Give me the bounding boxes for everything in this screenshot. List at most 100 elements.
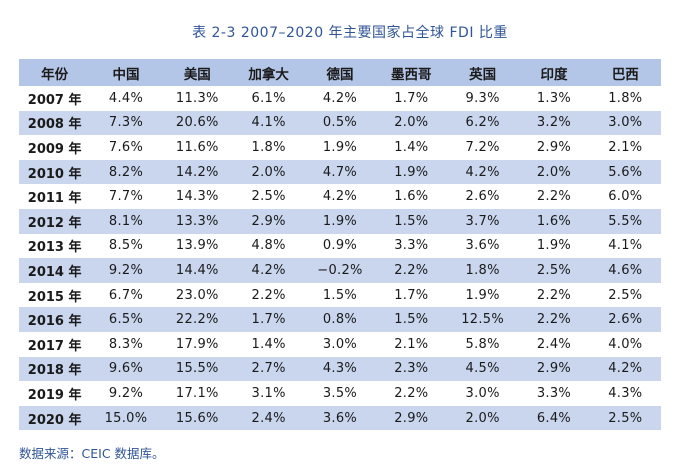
share-cell: 6.2%: [446, 110, 519, 136]
share-cell: 4.2%: [304, 86, 376, 111]
year-cell: 2010 年: [19, 159, 91, 185]
share-cell: 6.0%: [589, 184, 661, 209]
share-cell: 1.8%: [589, 86, 661, 111]
table-body: 2007 年 4.4% 11.3% 6.1% 4.2% 1.7% 9.3% 1.3% 1.8% 2…: [19, 86, 661, 431]
share-cell: 2.6%: [446, 184, 519, 209]
share-cell: 3.5%: [304, 381, 376, 406]
share-cell: 1.5%: [375, 307, 447, 332]
share-cell: 2.2%: [518, 282, 590, 308]
share-cell: 2.9%: [232, 208, 305, 234]
share-cell: 2.3%: [375, 356, 447, 382]
share-cell: 4.3%: [589, 381, 661, 406]
share-cell: 2.4%: [518, 331, 590, 357]
share-cell: −0.2%: [304, 258, 376, 283]
table-row: 2017 年 8.3% 17.9% 1.4% 3.0% 2.1% 5.8% 2.4% 4.0%: [19, 331, 661, 357]
share-cell: 14.2%: [161, 159, 233, 185]
share-cell: 4.5%: [446, 356, 519, 382]
share-cell: 2.0%: [446, 405, 519, 431]
table-row: 2018 年 9.6% 15.5% 2.7% 4.3% 2.3% 4.5% 2.9% 4.2%: [19, 356, 661, 382]
share-cell: 2.2%: [375, 381, 447, 406]
share-cell: 6.4%: [518, 405, 590, 431]
fdi-share-table: 年份 中国 美国 加拿大 德国 墨西哥 英国 印度 巴西 2007 年 4.4% 11.3% 6.1%…: [19, 59, 661, 431]
share-cell: 1.9%: [304, 208, 376, 234]
share-cell: 4.1%: [232, 110, 305, 136]
table-row: 2014 年 9.2% 14.4% 4.2% −0.2% 2.2% 1.8% 2.5% 4.6%: [19, 258, 661, 283]
share-cell: 4.0%: [589, 331, 661, 357]
share-cell: 17.9%: [161, 331, 233, 357]
column-header-country: 美国: [161, 59, 233, 86]
share-cell: 2.1%: [589, 135, 661, 160]
share-cell: 2.5%: [589, 282, 661, 308]
share-cell: 14.3%: [161, 184, 233, 209]
share-cell: 1.5%: [304, 282, 376, 308]
share-cell: 8.3%: [90, 331, 162, 357]
share-cell: 2.4%: [232, 405, 305, 431]
year-cell: 2013 年: [19, 233, 91, 259]
share-cell: 22.2%: [161, 307, 233, 332]
share-cell: 3.6%: [304, 405, 376, 431]
year-cell: 2020 年: [19, 405, 91, 431]
table-row: 2015 年 6.7% 23.0% 2.2% 1.5% 1.7% 1.9% 2.2% 2.5%: [19, 282, 661, 308]
share-cell: 3.0%: [304, 331, 376, 357]
table-row: 2011 年 7.7% 14.3% 2.5% 4.2% 1.6% 2.6% 2.2% 6.0%: [19, 184, 661, 209]
column-header-year: 年份: [19, 59, 91, 86]
share-cell: 1.6%: [375, 184, 447, 209]
column-header-country: 英国: [446, 59, 519, 86]
share-cell: 0.5%: [304, 110, 376, 136]
share-cell: 13.3%: [161, 208, 233, 234]
share-cell: 2.5%: [232, 184, 305, 209]
year-cell: 2009 年: [19, 135, 91, 160]
share-cell: 6.7%: [90, 282, 162, 308]
table-row: 2016 年 6.5% 22.2% 1.7% 0.8% 1.5% 12.5% 2.2% 2.6%: [19, 307, 661, 332]
share-cell: 3.2%: [518, 110, 590, 136]
share-cell: 4.2%: [446, 159, 519, 185]
share-cell: 2.9%: [518, 135, 590, 160]
year-cell: 2011 年: [19, 184, 91, 209]
share-cell: 2.7%: [232, 356, 305, 382]
share-cell: 0.9%: [304, 233, 376, 259]
column-header-country: 加拿大: [232, 59, 305, 86]
share-cell: 2.6%: [589, 307, 661, 332]
share-cell: 2.2%: [518, 307, 590, 332]
share-cell: 3.3%: [518, 381, 590, 406]
share-cell: 11.6%: [161, 135, 233, 160]
share-cell: 5.8%: [446, 331, 519, 357]
share-cell: 9.2%: [90, 381, 162, 406]
share-cell: 3.6%: [446, 233, 519, 259]
share-cell: 1.7%: [375, 282, 447, 308]
share-cell: 2.0%: [232, 159, 305, 185]
share-cell: 1.9%: [304, 135, 376, 160]
year-cell: 2019 年: [19, 381, 91, 406]
column-header-country: 德国: [304, 59, 376, 86]
table-row: 2020 年 15.0% 15.6% 2.4% 3.6% 2.9% 2.0% 6.4% 2.5%: [19, 405, 661, 431]
table-row: 2007 年 4.4% 11.3% 6.1% 4.2% 1.7% 9.3% 1.3% 1.8%: [19, 86, 661, 111]
year-cell: 2015 年: [19, 282, 91, 308]
share-cell: 15.5%: [161, 356, 233, 382]
share-cell: 4.3%: [304, 356, 376, 382]
share-cell: 2.9%: [375, 405, 447, 431]
share-cell: 11.3%: [161, 86, 233, 111]
table-row: 2009 年 7.6% 11.6% 1.8% 1.9% 1.4% 7.2% 2.9% 2.1%: [19, 135, 661, 160]
share-cell: 9.3%: [446, 86, 519, 111]
column-header-country: 中国: [90, 59, 162, 86]
column-header-country: 墨西哥: [375, 59, 447, 86]
share-cell: 1.3%: [518, 86, 590, 111]
share-cell: 15.6%: [161, 405, 233, 431]
share-cell: 7.3%: [90, 110, 162, 136]
share-cell: 17.1%: [161, 381, 233, 406]
share-cell: 15.0%: [90, 405, 162, 431]
share-cell: 3.7%: [446, 208, 519, 234]
year-cell: 2014 年: [19, 258, 91, 283]
share-cell: 5.5%: [589, 208, 661, 234]
share-cell: 6.5%: [90, 307, 162, 332]
share-cell: 1.5%: [375, 208, 447, 234]
year-cell: 2007 年: [19, 86, 91, 111]
share-cell: 7.2%: [446, 135, 519, 160]
share-cell: 3.0%: [589, 110, 661, 136]
share-cell: 2.5%: [589, 405, 661, 431]
share-cell: 1.6%: [518, 208, 590, 234]
share-cell: 1.9%: [446, 282, 519, 308]
share-cell: 2.0%: [518, 159, 590, 185]
share-cell: 4.7%: [304, 159, 376, 185]
